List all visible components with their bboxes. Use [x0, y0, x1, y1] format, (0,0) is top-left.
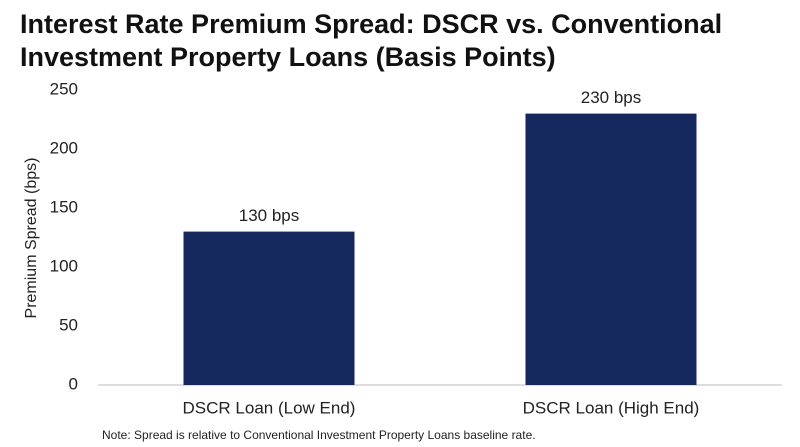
- y-tick-label: 50: [59, 315, 78, 334]
- x-tick-label: DSCR Loan (Low End): [183, 398, 356, 417]
- y-tick-label: 150: [50, 197, 78, 216]
- value-label: 230 bps: [581, 88, 642, 107]
- y-tick-label: 100: [50, 256, 78, 275]
- x-tick-label: DSCR Loan (High End): [523, 398, 700, 417]
- bar: [183, 231, 355, 385]
- y-tick-label: 200: [50, 138, 78, 157]
- chart-title: Interest Rate Premium Spread: DSCR vs. C…: [20, 9, 723, 72]
- y-axis-label: Premium Spread (bps): [23, 158, 40, 319]
- value-label: 130 bps: [239, 206, 300, 225]
- note: Note: Spread is relative to Conventional…: [102, 428, 536, 442]
- bar: [525, 113, 697, 385]
- y-tick-label: 0: [69, 374, 78, 393]
- y-tick-label: 250: [50, 79, 78, 98]
